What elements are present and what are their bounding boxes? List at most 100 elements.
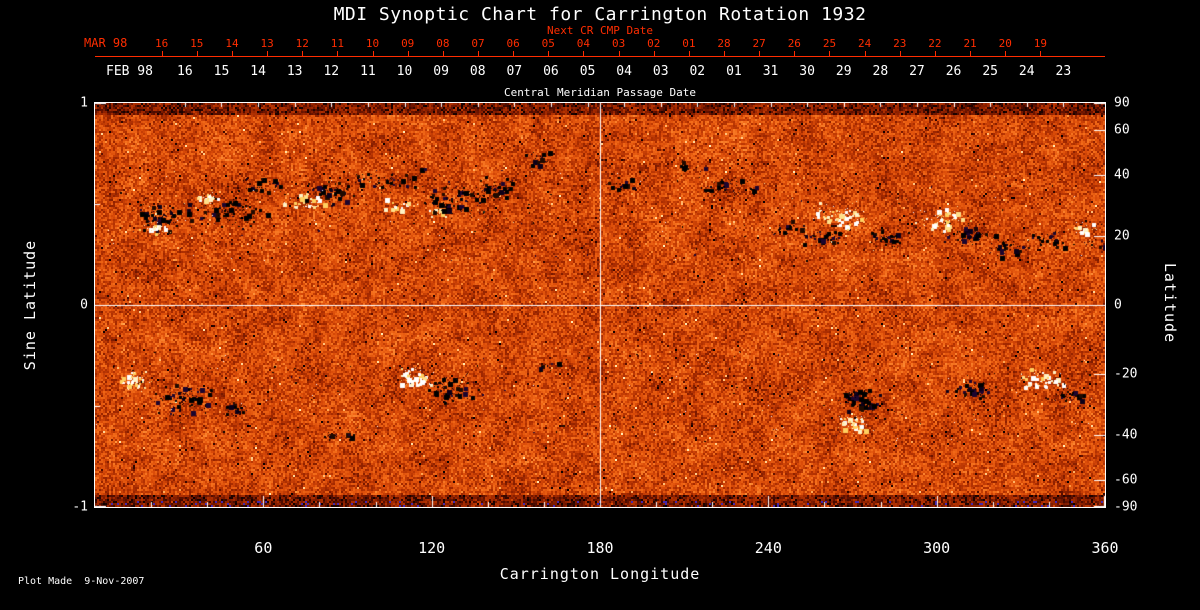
red-axis-tick (794, 51, 796, 56)
red-axis-tick (513, 51, 515, 56)
red-axis-tick (970, 51, 972, 56)
cmp-day-label: 02 (689, 64, 706, 79)
latitude-axis-title: Latitude (1161, 262, 1179, 344)
red-axis-tick (829, 51, 831, 56)
red-cmp-day-label: 09 (401, 37, 415, 50)
latitude-tick-label: -90 (1114, 499, 1138, 515)
red-axis-tick (759, 51, 761, 56)
red-cmp-day-label: 27 (752, 37, 766, 50)
red-cmp-day-label: 05 (541, 37, 555, 50)
red-cmp-day-label: 15 (190, 37, 204, 50)
red-cmp-day-label: 16 (155, 37, 169, 50)
red-axis-tick (337, 51, 339, 56)
cmp-day-label: 29 (835, 64, 852, 79)
red-cmp-day-label: 08 (436, 37, 450, 50)
cmp-day-label: 23 (1055, 64, 1072, 79)
red-axis-tick (372, 51, 374, 56)
red-axis-tick (196, 51, 198, 56)
sine-latitude-tick-label: 0 (80, 297, 88, 313)
red-cmp-day-label: 12 (295, 37, 309, 50)
cmp-day-label: 03 (652, 64, 669, 79)
cmp-day-label: 08 (469, 64, 486, 79)
cmp-day-label: 04 (616, 64, 632, 79)
red-cmp-day-label: 21 (963, 37, 977, 50)
cmp-day-label: 09 (433, 64, 449, 79)
cmp-day-label: 10 (396, 64, 413, 79)
red-cmp-day-label: 03 (611, 37, 626, 50)
red-cmp-day-label: 24 (857, 37, 872, 50)
cmp-axis-title: Central Meridian Passage Date (503, 86, 697, 99)
cmp-day-label: 07 (506, 64, 523, 79)
cmp-month-label: FEB 98 (106, 64, 153, 79)
cmp-day-label: 28 (872, 64, 889, 79)
red-axis-tick (1005, 51, 1007, 56)
latitude-tick-label: -40 (1114, 427, 1138, 443)
cmp-day-label: 14 (250, 64, 266, 79)
latitude-tick-label: 90 (1114, 95, 1130, 111)
sine-latitude-tick-label: 1 (80, 95, 88, 111)
longitude-tick-label: 300 (923, 539, 951, 557)
sine-latitude-axis-title: Sine Latitude (21, 239, 39, 371)
cmp-day-label: 26 (945, 64, 962, 79)
cmp-day-label: 01 (726, 64, 742, 79)
latitude-tick-label: -20 (1114, 366, 1138, 382)
sine-latitude-tick-label: -1 (72, 499, 88, 515)
red-cmp-day-label: 14 (225, 37, 239, 50)
red-axis-tick (688, 51, 690, 56)
red-cmp-day-label: 19 (1033, 37, 1047, 50)
longitude-tick-label: 360 (1091, 539, 1119, 557)
red-axis-tick (231, 51, 233, 56)
longitude-tick-label: 180 (586, 539, 614, 557)
red-cmp-day-label: 20 (998, 37, 1012, 50)
longitude-tick-label: 120 (418, 539, 446, 557)
red-axis-tick (442, 51, 444, 56)
red-axis-tick (407, 51, 409, 56)
red-cmp-day-label: 01 (682, 37, 696, 50)
cmp-day-label: 11 (360, 64, 376, 79)
red-cmp-day-label: 06 (506, 37, 520, 50)
red-axis-tick (899, 51, 901, 56)
cmp-day-label: 16 (177, 64, 193, 79)
plot-area (94, 102, 1106, 508)
red-axis-tick (618, 51, 620, 56)
red-axis-tick (302, 51, 304, 56)
red-axis-tick (267, 51, 269, 56)
next-cr-cmp-date-label: Next CR CMP Date (547, 24, 653, 37)
cmp-day-label: 27 (909, 64, 925, 79)
chart-title: MDI Synoptic Chart for Carrington Rotati… (333, 4, 867, 25)
cmp-day-label: 30 (799, 64, 815, 79)
latitude-tick-label: 60 (1114, 122, 1130, 138)
red-cmp-day-label: 26 (787, 37, 801, 50)
cmp-day-label: 13 (286, 64, 303, 79)
carrington-longitude-axis-title: Carrington Longitude (499, 565, 701, 583)
latitude-tick-label: 40 (1114, 167, 1130, 183)
red-axis-tick (1040, 51, 1042, 56)
cmp-day-label: 25 (982, 64, 998, 79)
latitude-tick-label: -60 (1114, 472, 1138, 488)
red-axis-tick (653, 51, 655, 56)
red-cmp-day-label: 10 (365, 37, 380, 50)
magnetogram-overlay-canvas (95, 103, 1105, 507)
longitude-tick-label: 240 (754, 539, 782, 557)
longitude-tick-label: 60 (254, 539, 273, 557)
red-axis-tick (161, 51, 163, 56)
cmp-day-label: 05 (579, 64, 596, 79)
red-axis-tick (724, 51, 726, 56)
cmp-day-label: 06 (543, 64, 559, 79)
cmp-day-label: 31 (762, 64, 779, 79)
red-cmp-day-label: 25 (822, 37, 837, 50)
red-axis-month-label: MAR 98 (84, 36, 128, 50)
red-cmp-day-label: 02 (647, 37, 661, 50)
red-cmp-day-label: 22 (928, 37, 942, 50)
plot-made-timestamp: Plot Made 9-Nov-2007 (18, 576, 145, 587)
red-cmp-day-label: 07 (471, 37, 485, 50)
red-cmp-day-label: 11 (330, 37, 345, 50)
red-cmp-day-label: 28 (717, 37, 731, 50)
cmp-day-label: 12 (323, 64, 340, 79)
red-axis-tick (548, 51, 550, 56)
latitude-tick-label: 20 (1114, 228, 1130, 244)
red-cmp-day-label: 04 (576, 37, 591, 50)
red-axis-line (95, 56, 1105, 57)
red-cmp-day-label: 13 (260, 37, 274, 50)
